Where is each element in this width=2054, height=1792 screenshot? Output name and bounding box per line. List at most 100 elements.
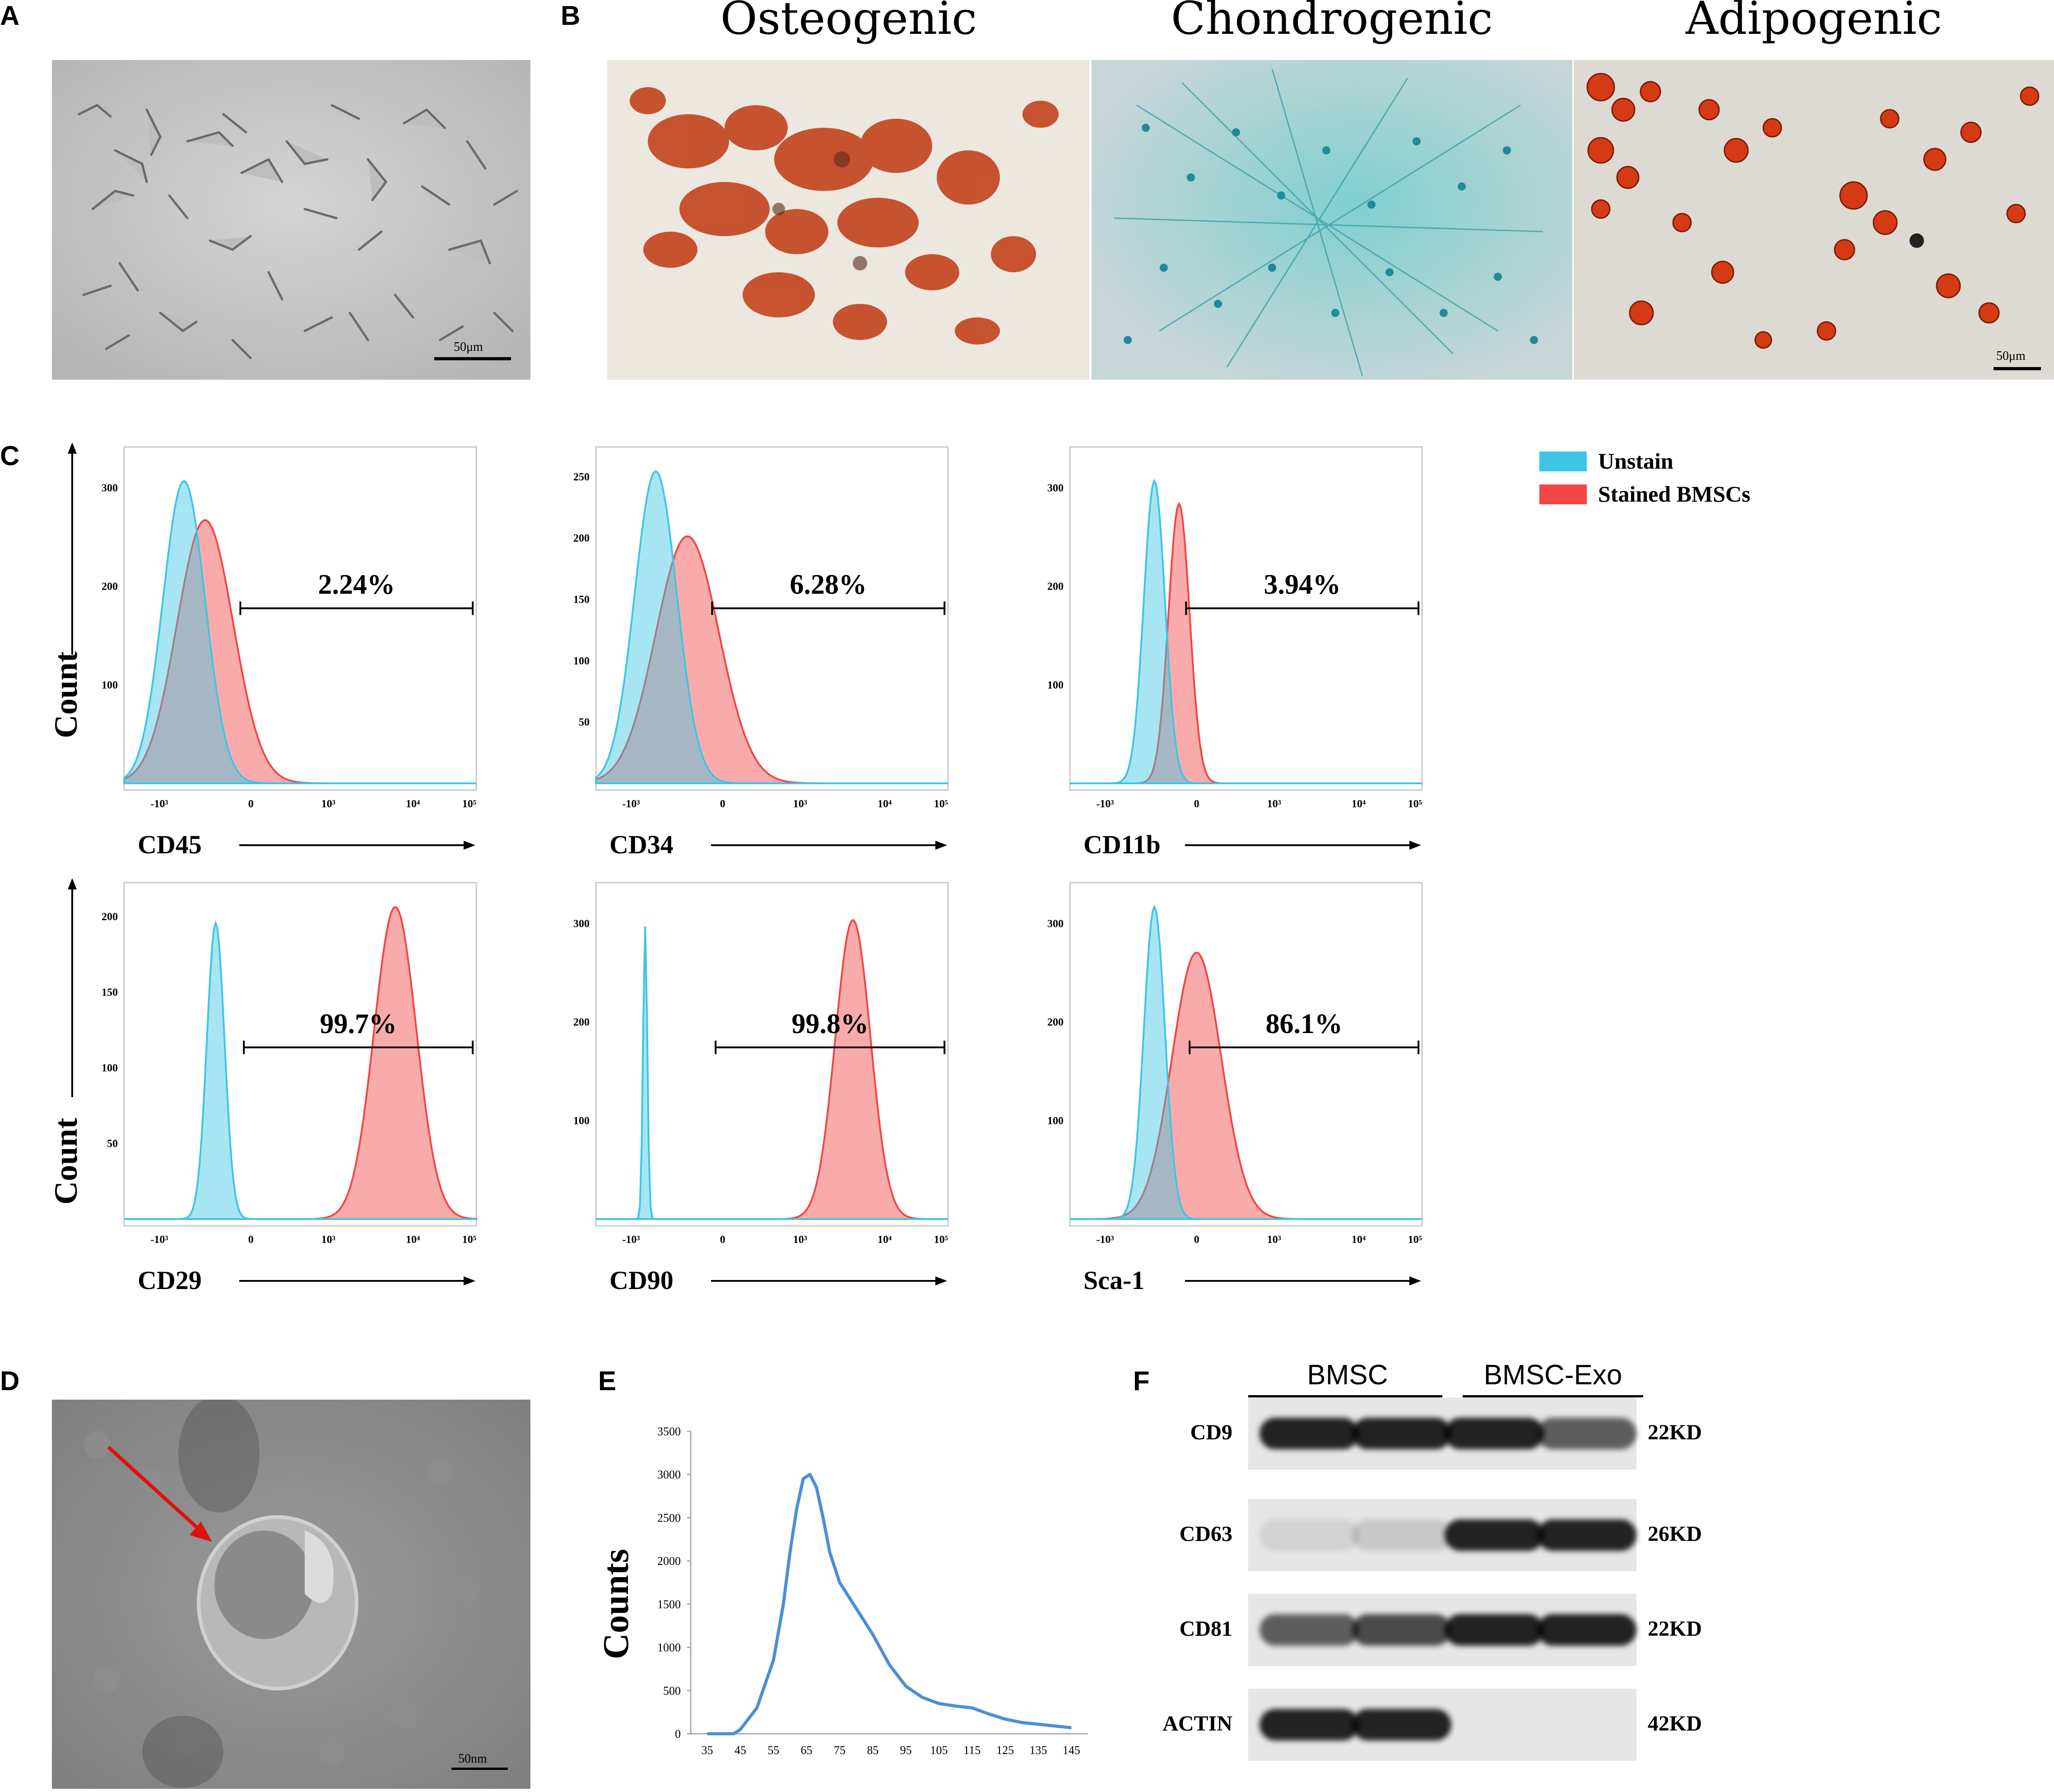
x-axis-arrowhead (1409, 1276, 1421, 1285)
plot-frame (595, 882, 949, 1227)
x-axis-arrowhead (935, 841, 947, 850)
marker-label: CD11b (1083, 830, 1161, 859)
y-tick-label: 0 (675, 1727, 681, 1741)
legend-label-unstain: Unstain (1598, 448, 1673, 474)
blot-strip (1248, 1499, 1636, 1571)
x-tick-label: -10³ (1096, 1234, 1114, 1246)
y-tick-label: 3500 (657, 1425, 681, 1438)
blot-band (1352, 1418, 1451, 1449)
histogram-unstain (123, 480, 476, 784)
y-tick-label: 150 (102, 987, 118, 999)
y-tick-label: 200 (102, 911, 118, 923)
x-tick-label: -10³ (150, 798, 168, 810)
x-tick-label: 0 (248, 1234, 254, 1246)
flow-plot-cd34: 6.28% 50 100 150 200 250 -10³ 0 10³ 10⁴ 10⁵ CD34 (573, 446, 949, 859)
gate-bracket (239, 601, 474, 615)
group-label-bmsc-exo: BMSC-Exo (1483, 1359, 1622, 1391)
adipogenic-stain-image: 50μm (1574, 60, 2054, 380)
blot-band (1352, 1614, 1451, 1646)
x-tick-label: 10⁴ (1352, 798, 1366, 810)
y-tick-label: 200 (573, 1017, 590, 1029)
blot-size-label: 22KD (1648, 1617, 1702, 1641)
y-tick-label: 100 (1047, 680, 1064, 691)
blot-band (1537, 1519, 1636, 1551)
blot-row-label: CD9 (1190, 1420, 1232, 1444)
scale-bar (1994, 367, 2041, 370)
x-tick-label: 10⁴ (878, 1234, 892, 1246)
x-tick-label: 10⁵ (934, 798, 948, 810)
x-tick-label: 125 (996, 1744, 1014, 1757)
scale-bar (434, 357, 511, 360)
gate-bracket (711, 601, 946, 615)
x-tick-label: -10³ (622, 798, 640, 810)
histogram-unstain (1070, 479, 1422, 784)
y-tick-label: 300 (1047, 918, 1064, 930)
panel-label-c: C (0, 441, 20, 471)
gate-percent: 99.8% (791, 1009, 869, 1039)
x-tick-label: 75 (834, 1744, 846, 1757)
blot-band (1537, 1418, 1636, 1449)
x-axis-arrowhead (464, 841, 475, 850)
x-tick-label: 10³ (1267, 1234, 1281, 1246)
y-tick-label: 200 (1047, 581, 1064, 593)
x-tick-label: 35 (702, 1744, 713, 1757)
group-bracket-bmsc (1248, 1395, 1442, 1397)
marker-label: Sca-1 (1083, 1266, 1144, 1295)
y-axis-label-counts: Counts (596, 1549, 636, 1659)
x-tick-label: 10⁵ (462, 798, 476, 810)
histogram-unstain (124, 920, 476, 1220)
title-osteogenic: Osteogenic (720, 0, 977, 45)
marker-label: CD45 (138, 830, 202, 859)
panel-label-e: E (598, 1366, 617, 1396)
plot-frame (1069, 446, 1423, 791)
y-tick-label: 250 (573, 471, 590, 483)
x-tick-label: 0 (1194, 798, 1199, 810)
x-tick-label: -10³ (150, 1234, 168, 1246)
blot-band (1445, 1519, 1544, 1551)
x-tick-label: 145 (1063, 1744, 1080, 1757)
gate-percent: 6.28% (790, 569, 867, 600)
blot-band (1259, 1614, 1359, 1646)
blot-band (1352, 1709, 1451, 1741)
title-chondrogenic: Chondrogenic (1171, 0, 1493, 45)
y-axis-arrows (68, 442, 77, 1097)
panel-label-f: F (1133, 1366, 1150, 1396)
x-tick-label: 10³ (793, 798, 807, 810)
x-tick-label: 10⁴ (1352, 1234, 1366, 1246)
gate-percent: 86.1% (1265, 1009, 1343, 1039)
flow-plot-sca-1: 86.1% 100 200 300 -10³ 0 10³ 10⁴ 10⁵ Sca-1 (1047, 882, 1423, 1295)
x-tick-label: 10⁵ (934, 1234, 948, 1246)
histogram-unstain (595, 470, 948, 784)
x-tick-label: 0 (720, 1234, 725, 1246)
blot-band (1352, 1519, 1451, 1551)
marker-label: CD90 (609, 1266, 674, 1295)
blot-strip (1248, 1689, 1636, 1761)
y-tick-label: 100 (102, 1062, 118, 1074)
y-tick-label: 100 (1047, 1115, 1064, 1127)
blot-strip (1248, 1397, 1636, 1470)
y-tick-label: 500 (663, 1684, 681, 1697)
legend-swatch-unstain (1539, 451, 1587, 471)
flow-plot-cd29: 99.7% 50 100 150 200 -10³ 0 10³ 10⁴ 10⁵ CD29 (102, 882, 477, 1295)
x-tick-label: 115 (963, 1744, 981, 1757)
blot-band (1445, 1614, 1544, 1646)
y-tick-label: 200 (573, 533, 590, 545)
x-tick-label: 10⁵ (1408, 1234, 1422, 1246)
x-axis-arrowhead (935, 1276, 947, 1285)
x-tick-label: 105 (930, 1744, 948, 1757)
x-tick-label: 10³ (1267, 798, 1281, 810)
blot-row-label: CD81 (1179, 1617, 1232, 1641)
y-tick-label: 300 (102, 482, 118, 494)
x-tick-label: 10⁴ (406, 1234, 420, 1246)
group-bracket-bmsc-exo (1463, 1395, 1643, 1397)
x-tick-label: -10³ (1096, 798, 1114, 810)
title-adipogenic: Adipogenic (1685, 0, 1942, 45)
x-tick-label: 135 (1030, 1744, 1047, 1757)
plot-frame (123, 446, 477, 791)
flow-plot-cd90: 99.8% 100 200 300 -10³ 0 10³ 10⁴ 10⁵ CD90 (573, 882, 949, 1295)
scale-bar-label: 50nm (458, 1752, 487, 1766)
x-tick-label: 10⁴ (878, 798, 892, 810)
y-tick-label: 3000 (657, 1468, 681, 1481)
gate-bracket (715, 1040, 946, 1054)
blot-size-label: 22KD (1648, 1420, 1702, 1444)
